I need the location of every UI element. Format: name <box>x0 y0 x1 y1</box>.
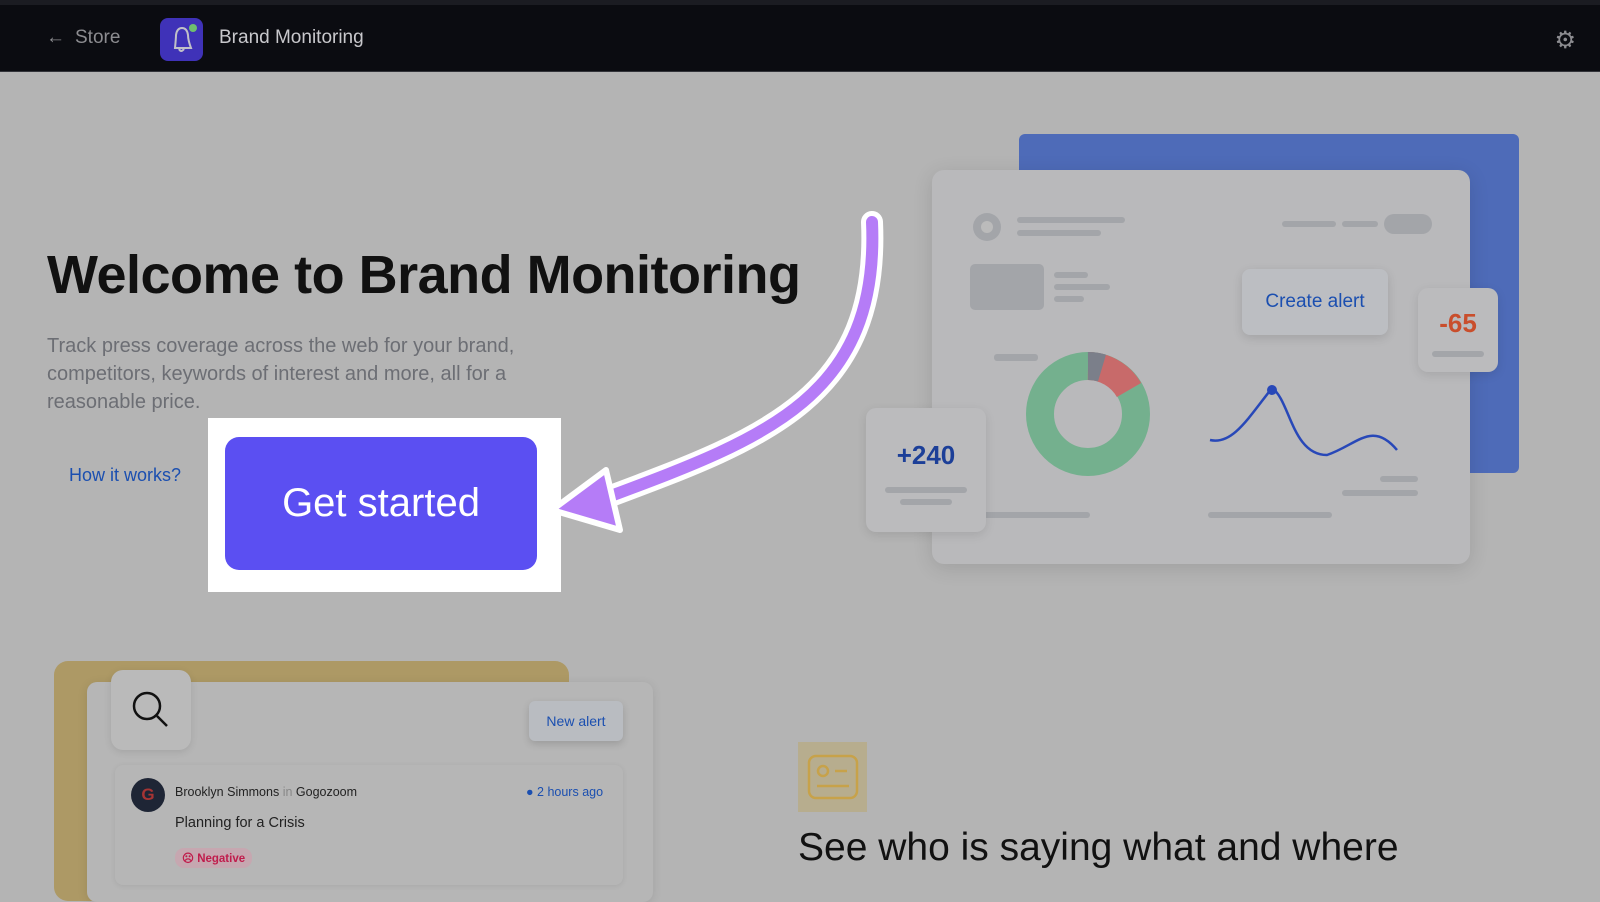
item-title: Planning for a Crisis <box>175 815 305 831</box>
get-started-button[interactable]: Get started <box>225 437 537 570</box>
how-it-works-link[interactable]: How it works? <box>69 465 182 485</box>
positive-delta-card: +240 <box>866 408 986 532</box>
item-time: ● 2 hours ago <box>526 785 604 799</box>
new-alert-button[interactable]: New alert <box>529 701 623 741</box>
item-meta: Brooklyn Simmons in Gogozoom <box>175 785 358 799</box>
app-title: Brand Monitoring <box>219 27 364 48</box>
sentiment-badge: ☹ Negative <box>175 848 253 868</box>
top-bar: ← Store Brand Monitoring ⚙ <box>0 0 1600 72</box>
feature-heading: See who is saying what and where <box>798 826 1399 869</box>
avatar: G <box>131 778 165 812</box>
search-icon <box>111 670 191 750</box>
page-description: Track press coverage across the web for … <box>47 335 515 413</box>
back-to-store-link[interactable]: ← Store <box>46 27 121 48</box>
id-card-icon <box>798 742 867 812</box>
page-title: Welcome to Brand Monitoring <box>47 245 801 305</box>
arrow-left-icon: ← <box>46 27 65 48</box>
gear-icon[interactable]: ⚙ <box>1554 27 1576 54</box>
dashboard-graphics <box>970 213 1432 518</box>
bell-icon <box>160 18 203 61</box>
negative-delta-card: -65 <box>1418 288 1498 372</box>
create-alert-illustration-button: Create alert <box>1242 269 1388 335</box>
